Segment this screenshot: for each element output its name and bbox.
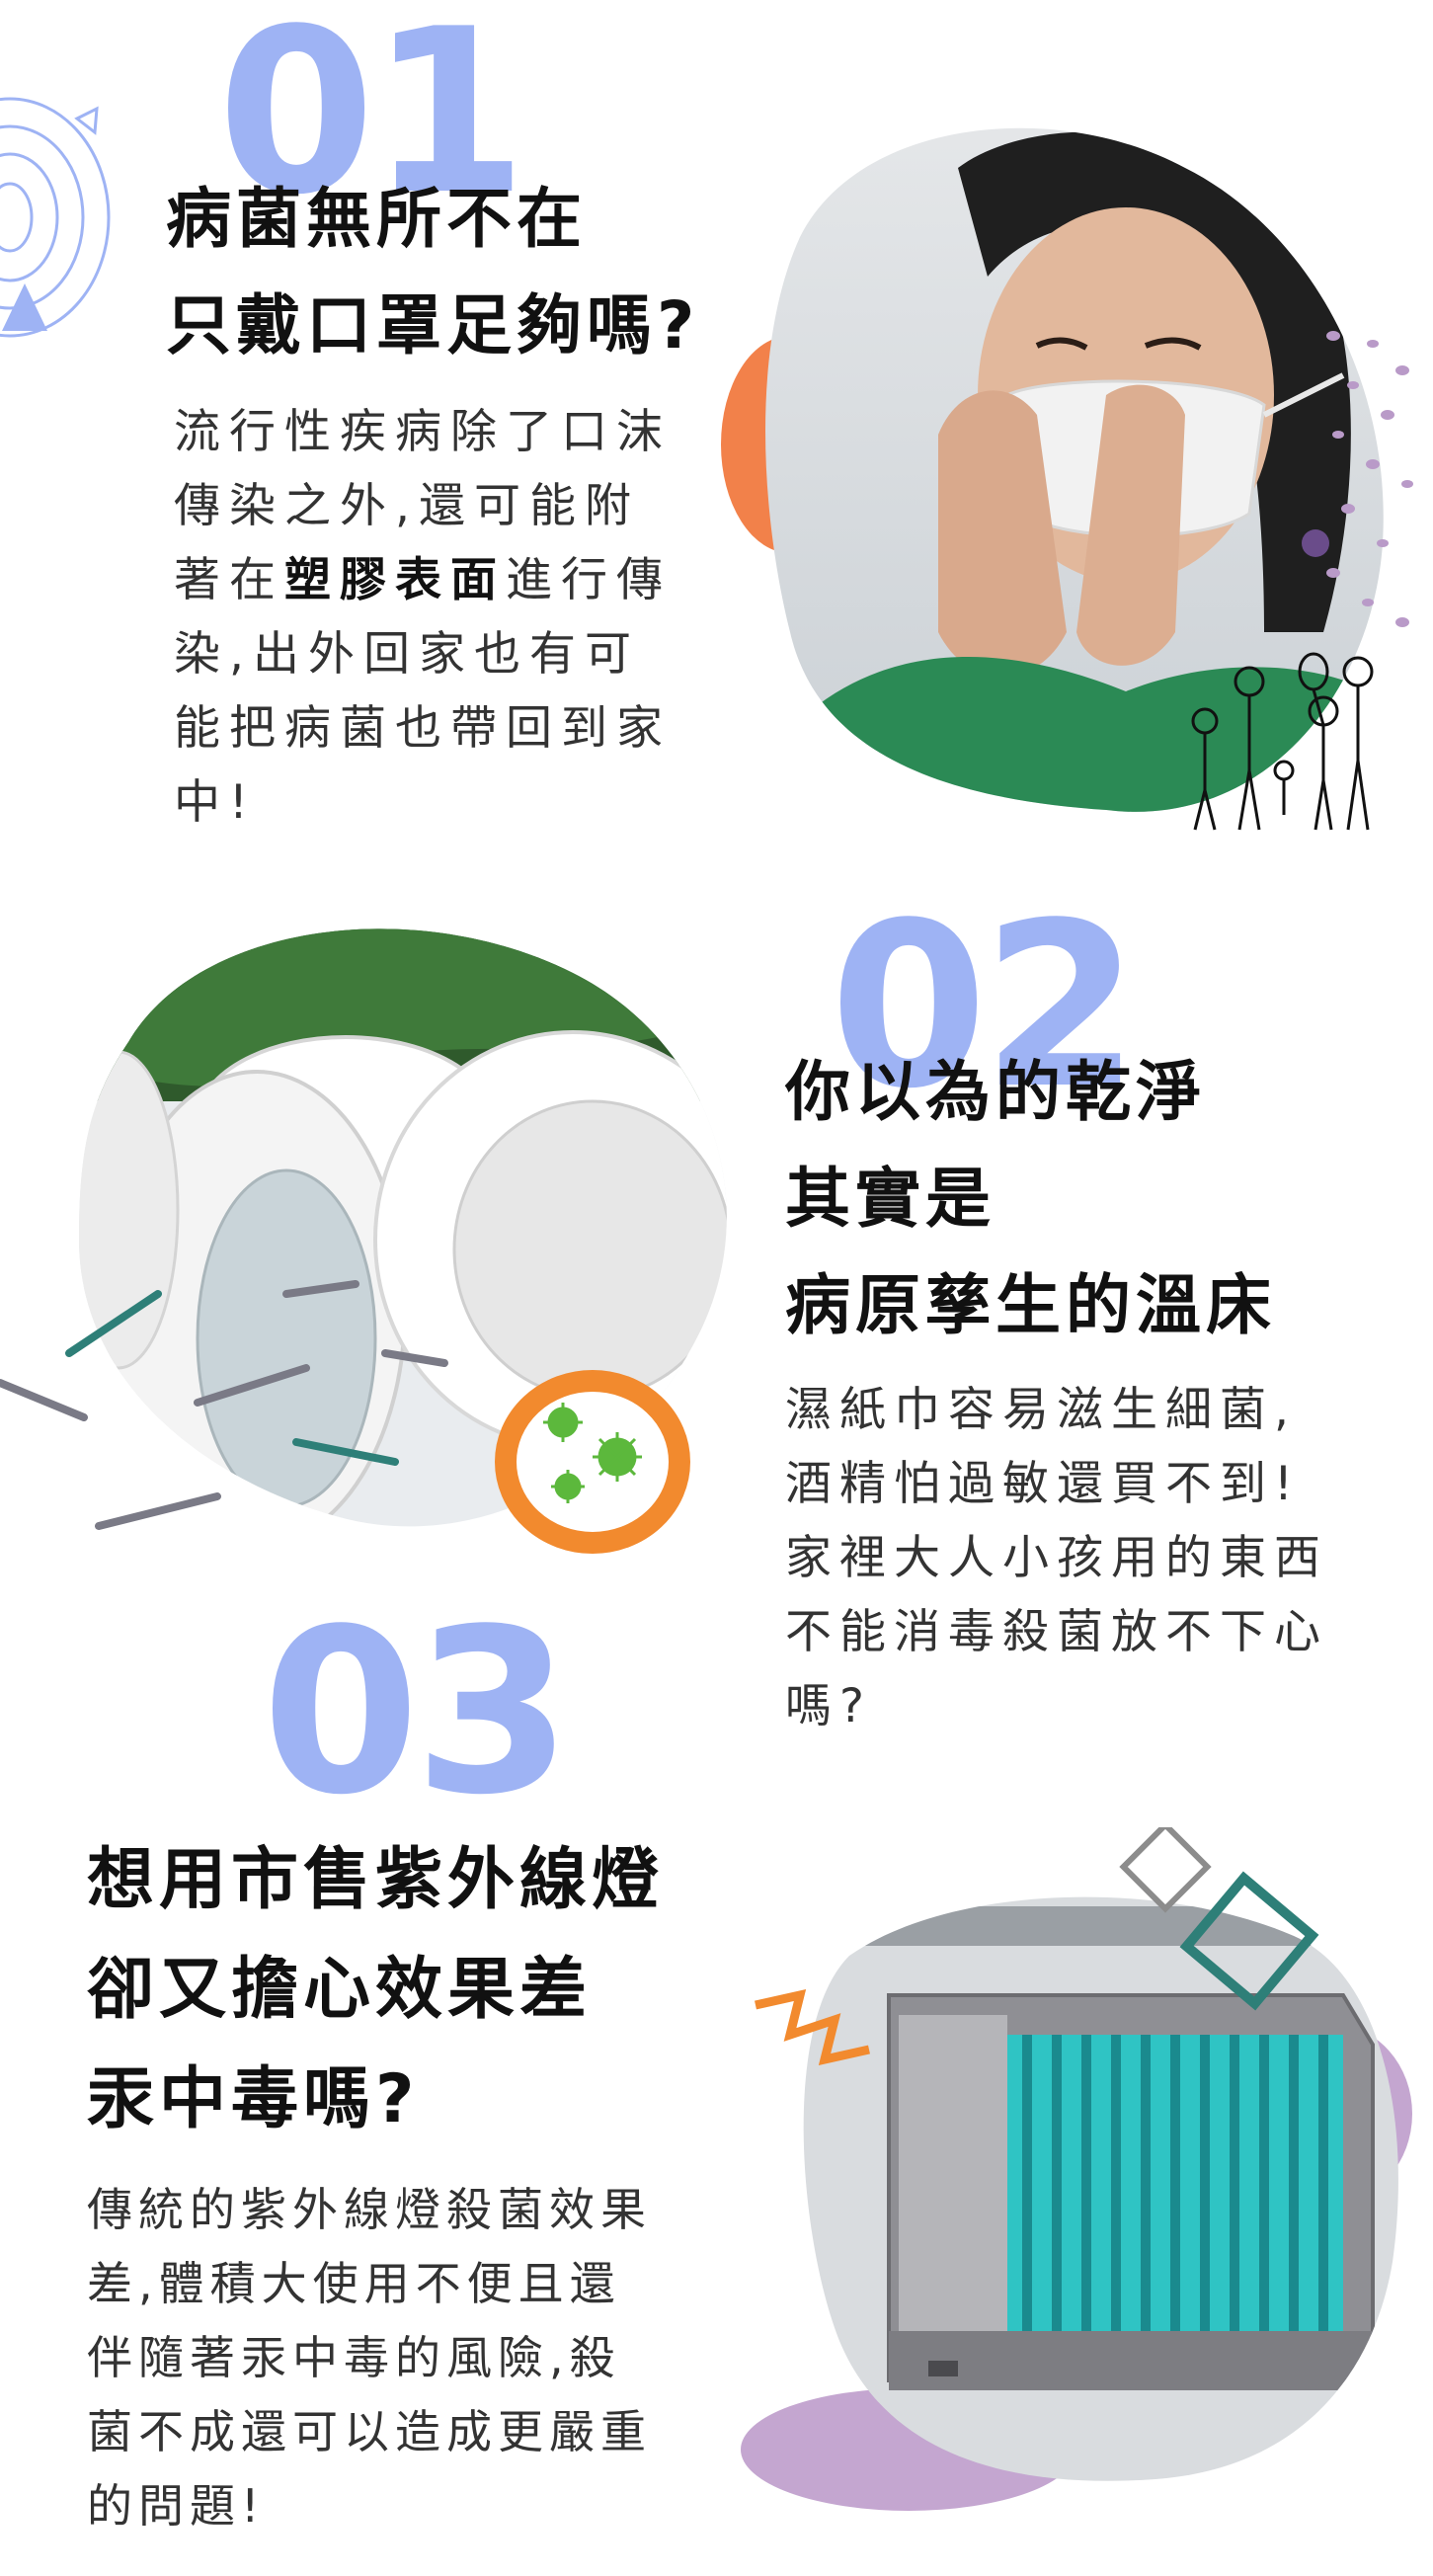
body-line: 家裡大人小孩用的東西 xyxy=(785,1531,1328,1585)
body-line: 濕紙巾容易滋生細菌, xyxy=(785,1383,1297,1437)
family-line-art xyxy=(1191,652,1374,831)
heading-line: 病菌無所不在 xyxy=(166,181,587,257)
section-2-body: 濕紙巾容易滋生細菌, 酒精怕過敏還買不到! 家裡大人小孩用的東西 不能消毒殺菌放… xyxy=(785,1373,1328,1743)
section-3-body: 傳統的紫外線燈殺菌效果 差,體積大使用不便且還 伴隨著汞中毒的風險,殺 菌不成還… xyxy=(87,2173,652,2543)
body-line: 傳統的紫外線燈殺菌效果 xyxy=(87,2183,652,2236)
heading-line: 只戴口罩足夠嗎? xyxy=(166,287,700,363)
body-line: 染,出外回家也有可 xyxy=(174,627,640,682)
body-line: 嗎? xyxy=(785,1679,872,1733)
section-number-03: 03 xyxy=(262,1581,572,1845)
heading-line: 卻又擔心效果差 xyxy=(87,1951,593,2029)
concentric-rings-decoration xyxy=(0,97,111,338)
diamond-decoration xyxy=(1179,1871,1319,2011)
heading-line: 想用市售紫外線燈 xyxy=(87,1841,665,1919)
body-line: 著在塑膠表面進行傳 xyxy=(174,543,672,617)
body-line: 差,體積大使用不便且還 xyxy=(87,2257,621,2310)
heading-line: 病原孳生的溫床 xyxy=(785,1267,1276,1343)
zigzag-decoration xyxy=(755,1989,870,2065)
body-line: 不能消毒殺菌放不下心 xyxy=(785,1605,1328,1659)
heading-line: 你以為的乾淨 xyxy=(785,1054,1206,1130)
stroke-decorations xyxy=(0,1280,448,1530)
body-line: 酒精怕過敏還買不到! xyxy=(785,1457,1301,1511)
body-line: 的問題! xyxy=(87,2479,266,2533)
body-text-pre: 著在 xyxy=(174,553,284,607)
body-line: 菌不成還可以造成更嚴重 xyxy=(87,2405,652,2458)
body-line: 傳染之外,還可能附 xyxy=(174,479,640,533)
dishes-photo xyxy=(79,928,727,1527)
uv-lamp-photo xyxy=(741,1827,1412,2511)
section-number-01: 01 xyxy=(217,0,527,245)
triangle-decoration xyxy=(2,283,47,331)
body-text-emphasis: 塑膠表面 xyxy=(284,553,506,607)
section-2-heading: 你以為的乾淨 其實是 病原孳生的溫床 xyxy=(785,1039,1276,1359)
body-line: 伴隨著汞中毒的風險,殺 xyxy=(87,2331,621,2384)
diamond-decoration xyxy=(1119,1827,1212,1913)
virus-magnifier-icon xyxy=(495,1370,690,1554)
heading-line: 汞中毒嗎? xyxy=(87,2060,420,2138)
section-3-heading: 想用市售紫外線燈 卻又擔心效果差 汞中毒嗎? xyxy=(87,1825,664,2154)
section-1-heading: 病菌無所不在 只戴口罩足夠嗎? xyxy=(166,166,699,379)
body-line: 能把病菌也帶回到家 xyxy=(174,701,672,756)
heading-line: 其實是 xyxy=(785,1161,995,1237)
body-line: 中! xyxy=(174,775,257,830)
section-1-body: 流行性疾病除了口沫 傳染之外,還可能附 著在塑膠表面進行傳 染,出外回家也有可 … xyxy=(174,395,672,840)
purple-dots-decoration xyxy=(1326,331,1413,627)
section-number-02: 02 xyxy=(830,875,1140,1139)
masked-woman-photo xyxy=(721,127,1384,831)
body-text-post: 進行傳 xyxy=(506,553,672,607)
body-line: 流行性疾病除了口沫 xyxy=(174,405,672,459)
